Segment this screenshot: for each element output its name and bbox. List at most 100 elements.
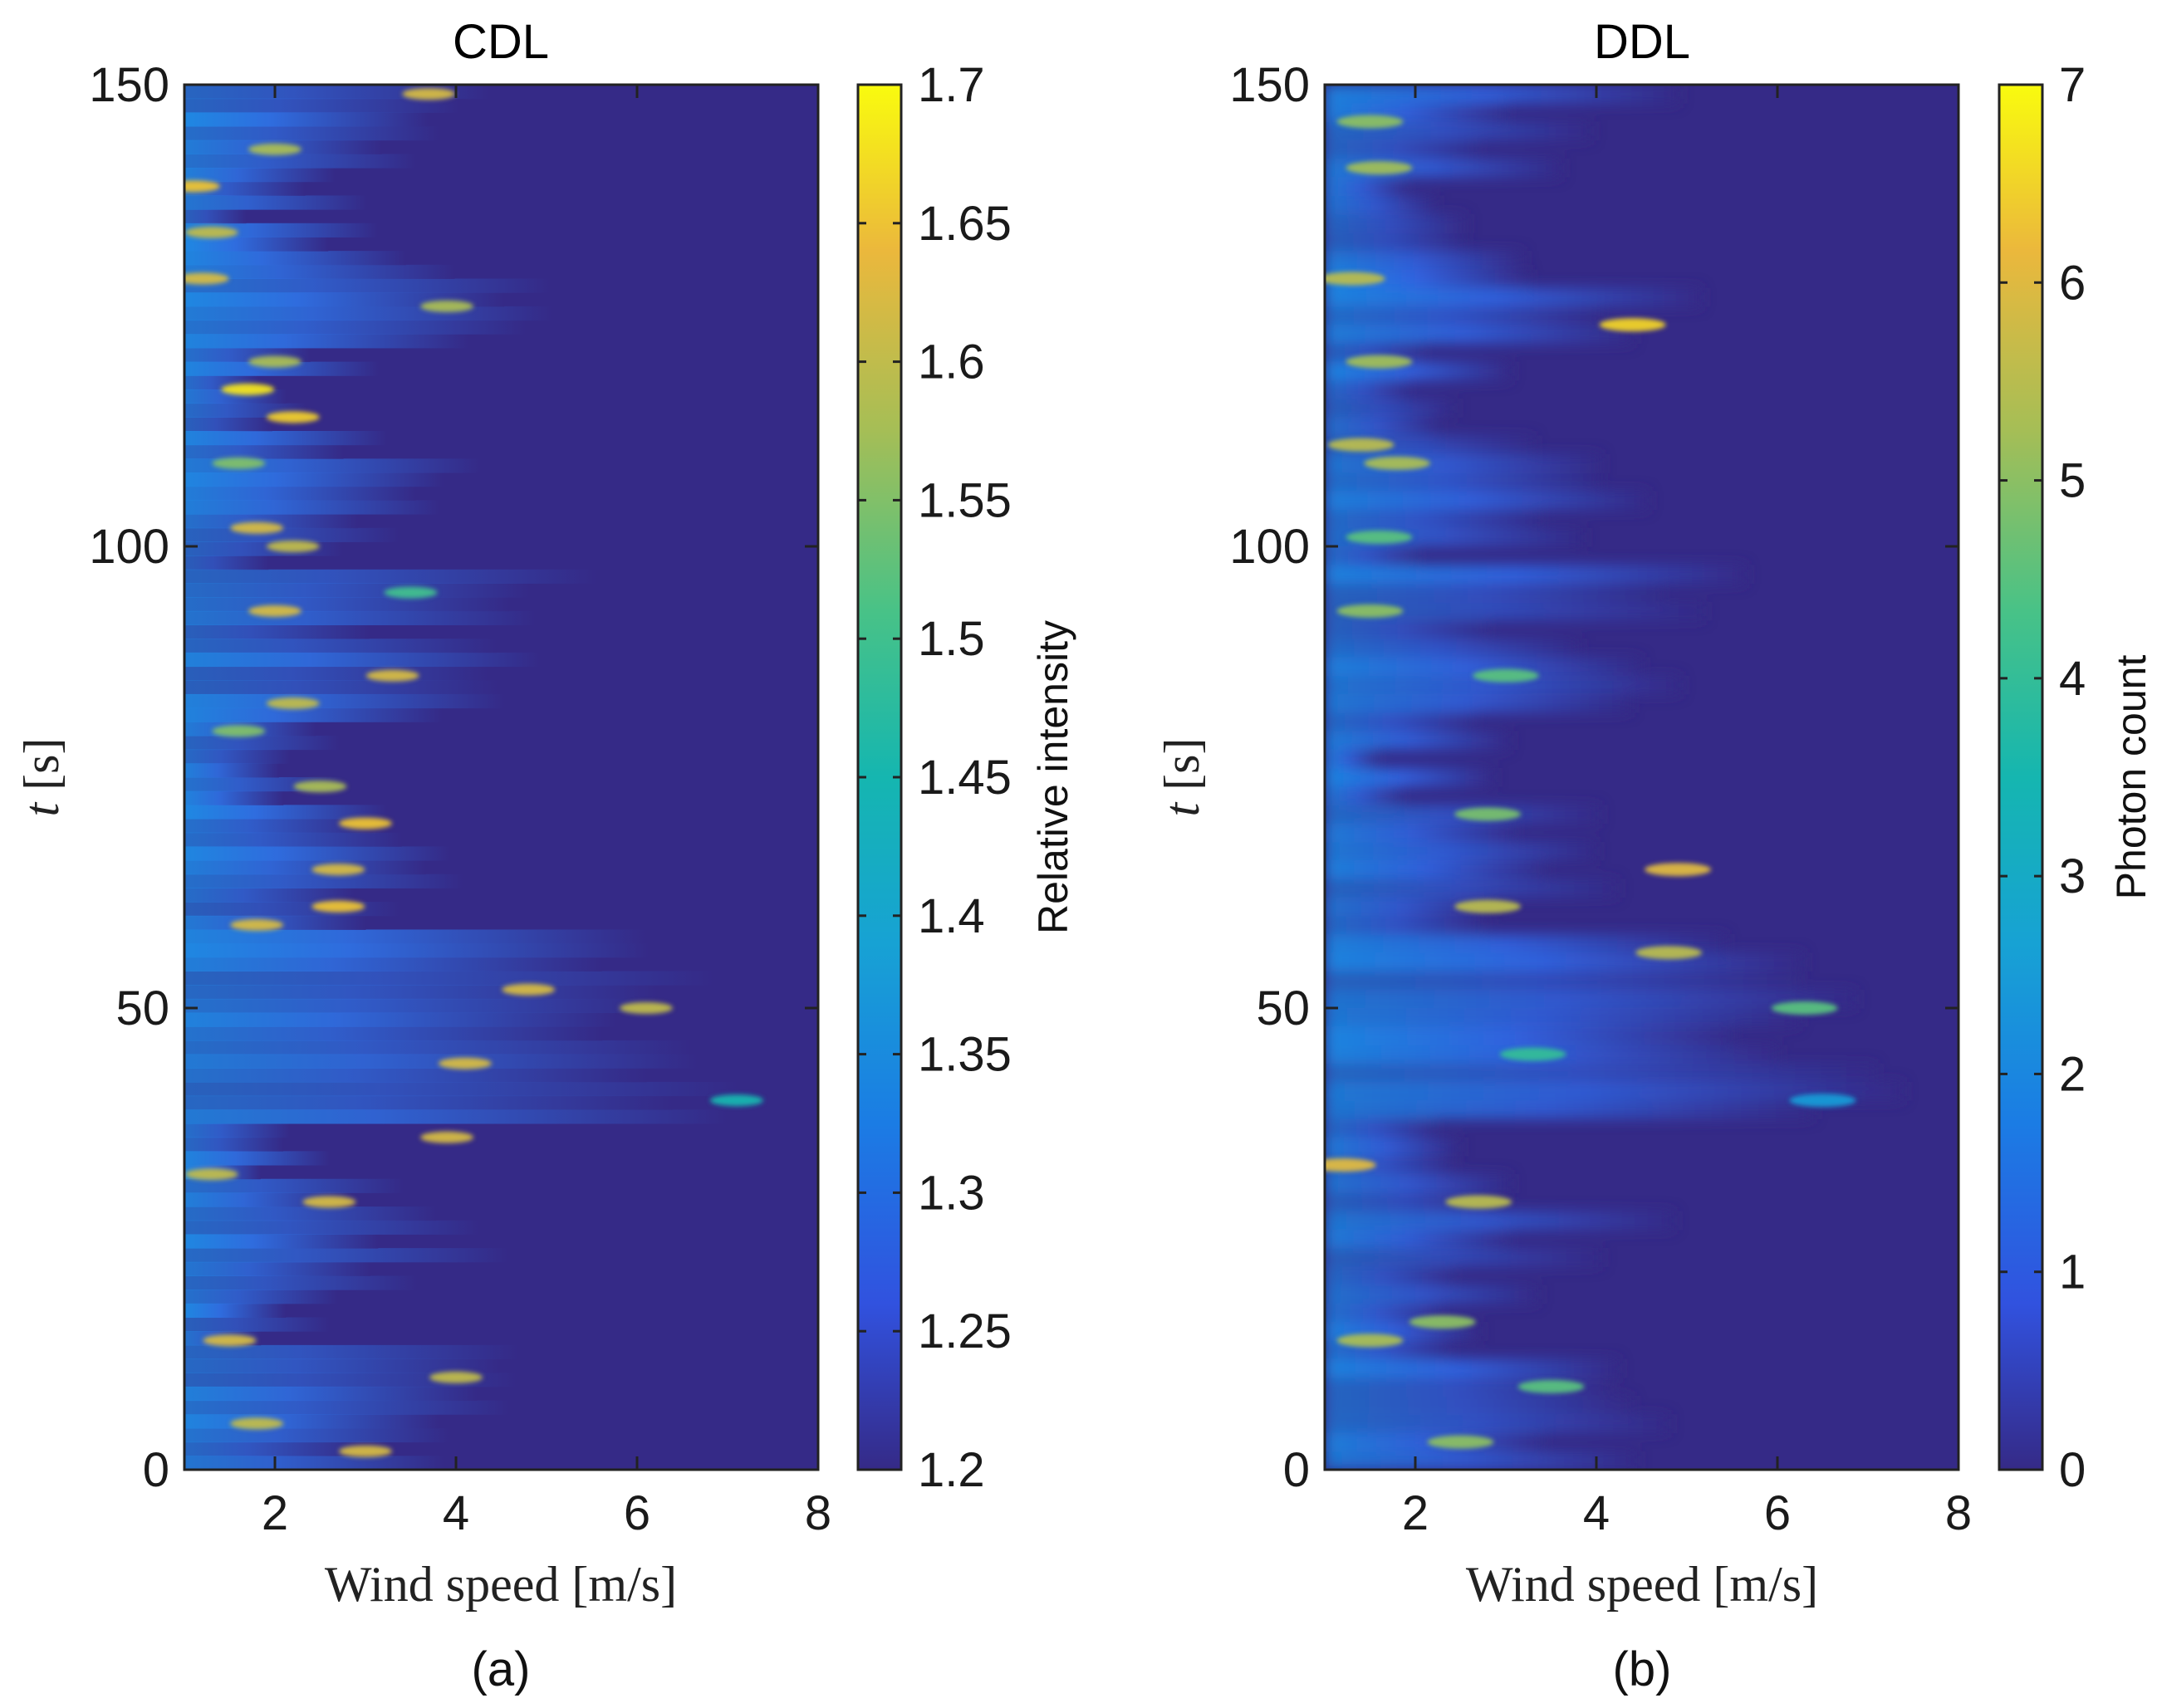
heatmap-row: [1325, 1174, 1511, 1193]
heatmap-hotspot: [311, 900, 365, 913]
heatmap-hotspot: [1427, 1435, 1494, 1449]
heatmap-hotspot: [438, 1057, 492, 1069]
heatmap-row: [184, 1414, 439, 1429]
heatmap-hotspot: [184, 272, 229, 285]
colorbar-tick-label: 6: [2059, 256, 2086, 310]
colorbar-frame: [1998, 83, 2044, 1471]
heatmap-row: [184, 610, 536, 626]
heatmap-hotspot: [266, 697, 320, 710]
heatmap-row: [1325, 306, 1601, 325]
heatmap-hotspot: [212, 457, 266, 469]
heatmap-row: [184, 1137, 284, 1152]
heatmap-row: [184, 749, 291, 764]
heatmap-row: [1325, 565, 1746, 584]
heatmap-hotspot: [1454, 807, 1522, 821]
heatmap-row: [1325, 731, 1510, 751]
heatmap-row: [184, 278, 550, 293]
heatmap-row: [184, 693, 505, 709]
heatmap-row: [184, 1386, 478, 1402]
heatmap-hotspot: [502, 983, 556, 996]
heatmap-row: [184, 1358, 500, 1373]
heatmap-row: [1325, 1211, 1674, 1231]
heatmap-row: [1325, 639, 1581, 658]
heatmap-row: [184, 500, 440, 515]
y-tick-label: 100: [89, 520, 169, 574]
heatmap-row: [184, 957, 602, 972]
heatmap-row: [184, 639, 497, 653]
x-tick-label: 2: [262, 1486, 288, 1540]
plot-frame: [183, 83, 820, 1471]
heatmap-hotspot: [339, 1445, 392, 1457]
heatmap-row: [1325, 1396, 1633, 1415]
heatmap-row: [1325, 1266, 1454, 1286]
heatmap-row: [1325, 177, 1406, 196]
heatmap-row: [184, 168, 336, 183]
colorbar-tick-label: 4: [2059, 652, 2086, 706]
heatmap-row: [1325, 619, 1488, 639]
colorbar-tick-label: 1: [2059, 1246, 2086, 1299]
heatmap-row: [1325, 379, 1409, 399]
heatmap-hotspot: [221, 383, 275, 395]
colorbar-tick-label: 3: [2059, 849, 2086, 903]
heatmap-row: [184, 1206, 436, 1221]
heatmap-hotspots: [184, 88, 763, 1457]
heatmap-hotspot: [1517, 1379, 1585, 1393]
heatmap-row: [184, 1012, 617, 1027]
chart-title: CDL: [453, 15, 549, 69]
heatmap-hotspot: [230, 918, 284, 931]
heatmap-row: [1325, 675, 1681, 695]
heatmap-row: [1325, 85, 1679, 104]
x-tick-label: 8: [805, 1486, 831, 1540]
heatmap-row: [184, 1248, 509, 1263]
heatmap-row: [184, 805, 387, 820]
colorbar-tick-label: 1.6: [918, 335, 985, 389]
y-axis-unit: [s]: [1154, 738, 1209, 790]
heatmap-row: [184, 888, 355, 903]
heatmap-hotspot: [619, 1002, 673, 1014]
heatmap-row: [1325, 1100, 1814, 1119]
heatmap-row: [184, 1178, 404, 1193]
heatmap-hotspot: [365, 669, 419, 682]
heatmap-row: [184, 112, 429, 127]
y-tick-label: 150: [89, 58, 169, 112]
heatmap-hotspot: [384, 586, 438, 599]
colorbar-tick-label: 1.55: [918, 473, 1012, 527]
heatmap-row: [184, 237, 329, 252]
y-axis-symbol: t: [14, 801, 69, 816]
heatmap-row: [184, 819, 373, 834]
colorbar-tick-label: 2: [2059, 1047, 2086, 1101]
x-tick-label: 6: [624, 1486, 650, 1540]
subfigure-label: (b): [1613, 1642, 1672, 1696]
colorbar-tick-label: 1.65: [918, 197, 1012, 251]
heatmap-row: [184, 597, 510, 612]
heatmap-row: [184, 1317, 330, 1332]
heatmap-row: [184, 680, 498, 695]
heatmap-hotspot: [1499, 1047, 1566, 1061]
x-tick-label: 4: [1583, 1486, 1610, 1540]
heatmap-row: [1325, 601, 1705, 621]
heatmap-cdl: [184, 85, 818, 1470]
colorbar-tick-label: 7: [2059, 58, 2086, 112]
colorbar-ticks: 1.2 1.25 1.3 1.35 1.4 1.45 1.5 1.55 1.6 1.65 1.7: [858, 58, 1012, 1497]
x-axis-label: Wind speed [m/s]: [325, 1557, 677, 1612]
heatmap-row: [184, 431, 387, 446]
heatmap-row: [1325, 1451, 1637, 1470]
heatmap-hotspot: [311, 864, 365, 876]
heatmap-row: [1325, 712, 1476, 732]
heatmap-row: [1325, 934, 1726, 953]
heatmap-row: [184, 902, 400, 917]
heatmap-row: [1325, 139, 1479, 159]
heatmap-row: [184, 306, 552, 321]
heatmap-row: [184, 98, 460, 113]
heatmap-row: [184, 985, 658, 1000]
colorbar-tick-label: 1.3: [918, 1166, 985, 1220]
heatmap-row: [184, 1234, 379, 1249]
heatmap-row: [184, 1441, 365, 1456]
heatmap-ddl: [1325, 85, 1958, 1470]
heatmap-row: [1325, 1303, 1442, 1323]
heatmap-row: [184, 652, 540, 668]
colorbar-tick-label: 1.4: [918, 889, 985, 943]
heatmap-hotspot: [248, 143, 301, 155]
heatmap-hotspot: [1454, 899, 1522, 913]
heatmap-row: [1325, 841, 1596, 861]
